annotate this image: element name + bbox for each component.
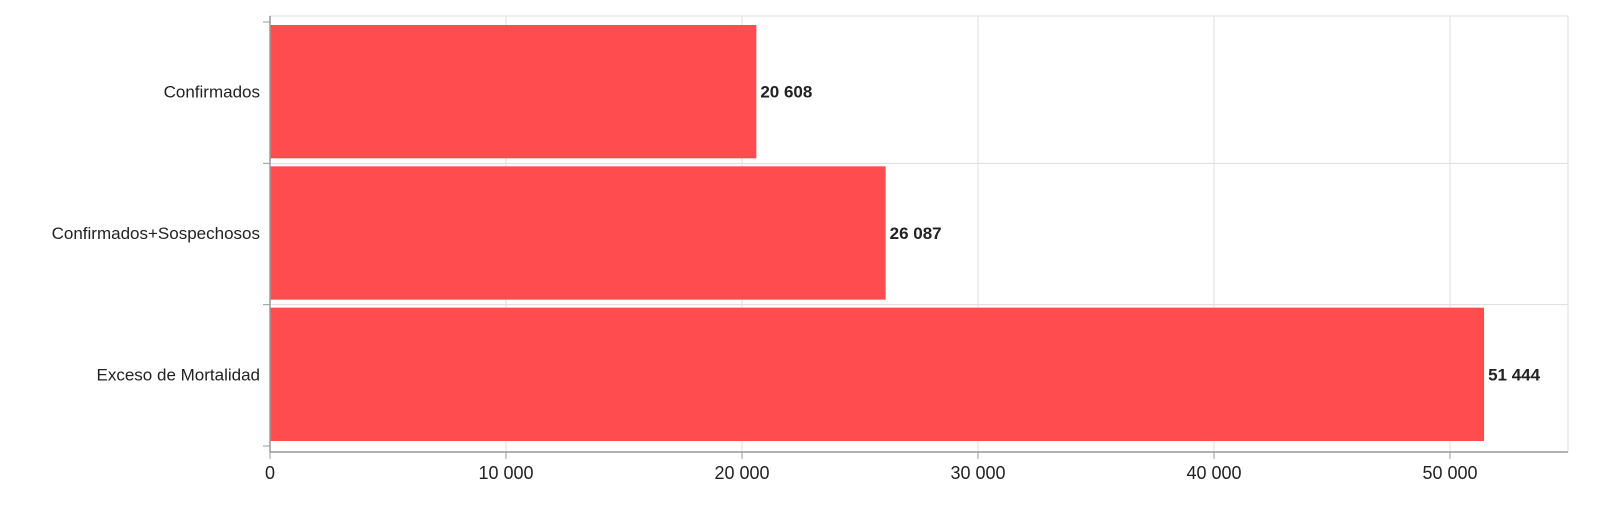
- value-label: 26 087: [890, 224, 942, 243]
- category-label: Exceso de Mortalidad: [97, 365, 260, 384]
- x-tick-label: 50 000: [1422, 463, 1477, 483]
- bar: [270, 25, 757, 159]
- x-tick-label: 40 000: [1186, 463, 1241, 483]
- bar: [270, 307, 1485, 441]
- value-label: 51 444: [1488, 365, 1541, 384]
- bar: [270, 166, 886, 300]
- x-tick-label: 20 000: [714, 463, 769, 483]
- x-tick-label: 10 000: [478, 463, 533, 483]
- category-label: Confirmados+Sospechosos: [52, 224, 260, 243]
- value-label: 20 608: [760, 83, 812, 102]
- category-label: Confirmados: [164, 83, 260, 102]
- x-tick-label: 0: [265, 463, 275, 483]
- x-tick-label: 30 000: [950, 463, 1005, 483]
